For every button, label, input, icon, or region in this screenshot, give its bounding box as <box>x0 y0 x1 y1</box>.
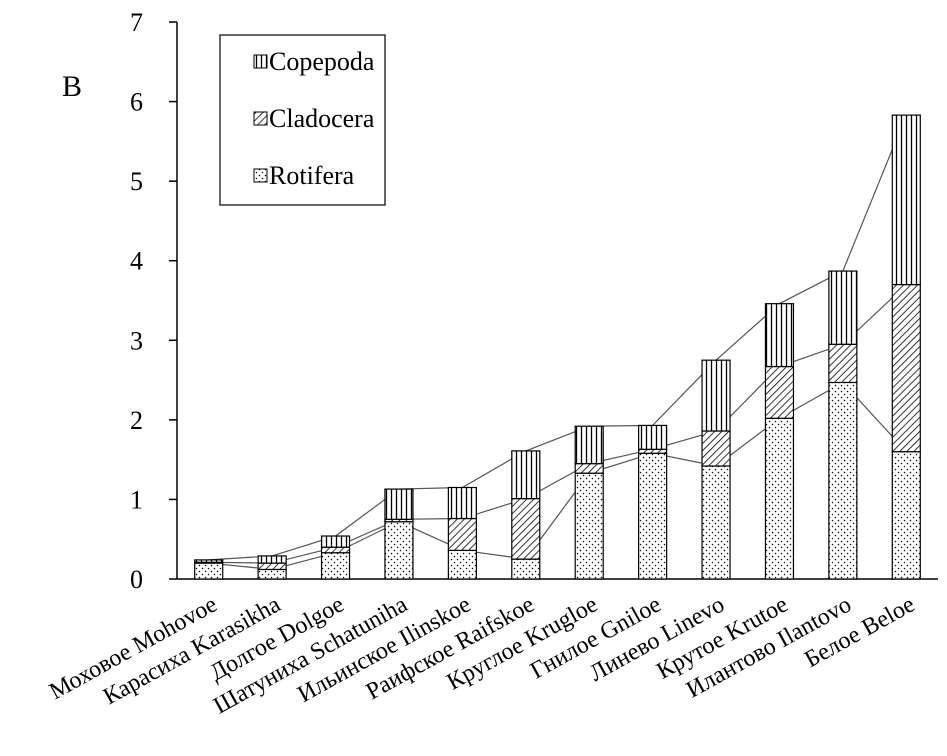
y-tick-label: 4 <box>130 247 143 276</box>
y-tick-label: 2 <box>130 406 143 435</box>
bar-segment-rotifera <box>891 451 921 580</box>
bar-segment-copepoda <box>384 488 414 520</box>
bar-segment-rotifera <box>574 472 604 580</box>
bar-segment-cladocera <box>764 365 795 419</box>
connector-line-cladocera <box>208 284 907 564</box>
bar-segment-rotifera <box>257 568 287 580</box>
bar-segment-rotifera <box>511 558 541 580</box>
connector-line-rotifera <box>208 381 907 571</box>
bar-segment-copepoda <box>511 450 541 500</box>
bar-segment-copepoda <box>257 555 287 564</box>
legend-swatch-rotifera <box>253 168 268 183</box>
legend-box <box>219 34 386 206</box>
bar-segment-copepoda <box>828 270 858 345</box>
y-tick-label: 1 <box>130 485 143 514</box>
bar-segment-cladocera <box>574 463 604 474</box>
bar-segment-cladocera <box>511 498 541 560</box>
bar-segment-copepoda <box>891 114 921 286</box>
legend-swatch-cladocera <box>253 111 268 126</box>
panel-label: B <box>62 70 82 103</box>
bar-segment-cladocera <box>701 430 731 467</box>
bar-segment-cladocera <box>891 283 921 453</box>
bar-segment-copepoda <box>447 486 477 520</box>
y-tick-label: 3 <box>130 326 143 355</box>
bar-segment-rotifera <box>828 381 858 580</box>
bar-segment-copepoda <box>574 425 604 465</box>
bar-segment-copepoda <box>764 303 795 368</box>
bar-segment-rotifera <box>764 417 795 580</box>
legend: Copepoda Cladocera Rotifera <box>219 34 386 206</box>
bar-segment-copepoda <box>320 535 351 548</box>
axes <box>176 22 938 580</box>
bar-segment-cladocera <box>257 562 287 571</box>
bar-segment-cladocera <box>320 546 351 554</box>
bar-segment-copepoda <box>638 424 668 450</box>
bar-segment-rotifera <box>194 562 224 580</box>
bar-segment-copepoda <box>194 559 224 563</box>
bar-segment-cladocera <box>447 517 477 551</box>
bar-segment-rotifera <box>320 552 351 580</box>
legend-label-copepoda: Copepoda <box>269 47 375 76</box>
bar-segment-rotifera <box>447 549 477 580</box>
legend-swatch-copepoda <box>253 54 268 69</box>
bar-segment-rotifera <box>384 521 414 580</box>
y-tick-label: 0 <box>130 565 143 594</box>
bars <box>194 114 921 580</box>
legend-label-rotifera: Rotifera <box>269 161 355 190</box>
legend-label-cladocera: Cladocera <box>269 104 375 133</box>
y-tick-label: 5 <box>130 167 143 196</box>
bar-segment-copepoda <box>701 359 731 432</box>
y-ticks: 0 1 2 3 4 5 6 7 <box>130 8 177 594</box>
bar-segment-rotifera <box>701 465 731 580</box>
bar-segment-rotifera <box>638 452 668 580</box>
y-tick-label: 7 <box>130 8 143 37</box>
bar-segment-cladocera <box>828 343 858 384</box>
y-tick-label: 6 <box>130 88 143 117</box>
